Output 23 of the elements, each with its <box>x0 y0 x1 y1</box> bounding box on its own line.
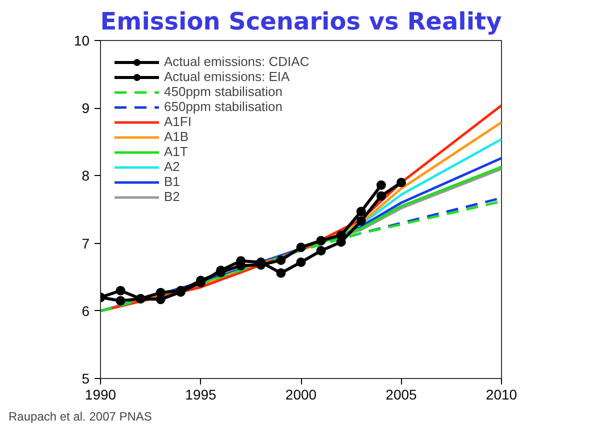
legend-label: A2 <box>164 159 181 174</box>
y-tick-label: 6 <box>82 302 90 319</box>
x-tick-label: 1990 <box>84 386 116 402</box>
y-tick-label: 10 <box>74 32 90 48</box>
legend-label: 450ppm stabilisation <box>164 84 283 99</box>
y-tick-label: 5 <box>82 370 90 386</box>
legend-label: A1T <box>164 144 188 159</box>
legend-label: B2 <box>164 189 181 204</box>
legend-label: A1B <box>164 129 189 144</box>
legend-label: 650ppm stabilisation <box>164 99 283 114</box>
y-tick-label: 8 <box>82 168 90 184</box>
y-tick-label: 7 <box>82 235 90 252</box>
legend-label: Actual emissions: EIA <box>164 69 290 84</box>
legend-label: A1FI <box>164 114 192 129</box>
x-tick-label: 2005 <box>386 386 418 402</box>
legend-label: B1 <box>164 174 181 189</box>
x-tick-label: 1995 <box>185 386 217 402</box>
x-tick-label: 2010 <box>486 386 518 402</box>
y-tick-label: 9 <box>82 100 90 116</box>
legend-label: Actual emissions: CDIAC <box>164 54 310 69</box>
text: Raupach et al. 2007 PNAS <box>8 410 152 424</box>
chart-title: Emission Scenarios vs Reality <box>100 8 502 36</box>
x-tick-label: 2000 <box>285 386 317 402</box>
